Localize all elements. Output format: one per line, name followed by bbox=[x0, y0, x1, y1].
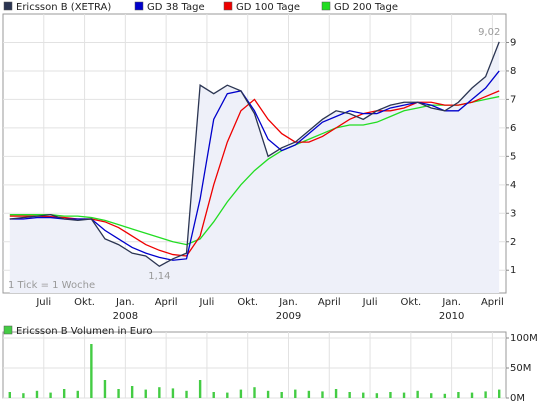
volume-bar bbox=[402, 392, 406, 398]
y-tick-label: 7 bbox=[510, 94, 516, 105]
value-label: 9,02 bbox=[478, 27, 500, 38]
legend-label: GD 200 Tage bbox=[334, 2, 398, 13]
y-tick-label: 2 bbox=[510, 237, 516, 248]
x-tick-label: April bbox=[481, 297, 504, 308]
x-tick-label: Juli bbox=[362, 297, 378, 308]
volume-bar bbox=[307, 390, 311, 398]
volume-panel bbox=[2, 331, 507, 399]
volume-bar bbox=[362, 392, 365, 398]
volume-bar bbox=[76, 390, 79, 398]
series-line bbox=[9, 41, 500, 268]
x-tick-label: Juli bbox=[35, 297, 51, 308]
volume-bar bbox=[226, 392, 229, 398]
volume-bar bbox=[62, 389, 66, 398]
volume-bar bbox=[430, 393, 433, 398]
legend-label: Ericsson B Volumen in Euro bbox=[16, 326, 152, 337]
y-tick-label: 0M bbox=[510, 393, 525, 404]
volume-bar bbox=[35, 390, 39, 398]
price-area bbox=[9, 41, 500, 294]
legend-label: GD 100 Tage bbox=[236, 2, 300, 13]
legend-swatch bbox=[3, 1, 13, 11]
y-tick-label: 3 bbox=[510, 208, 516, 219]
legend-swatch bbox=[3, 325, 13, 335]
volume-bar bbox=[90, 344, 93, 398]
volume-bar bbox=[130, 386, 134, 398]
volume-bar bbox=[171, 388, 175, 398]
x-tick-label: Jan. bbox=[278, 297, 298, 308]
legend-swatch bbox=[223, 1, 233, 11]
x-tick-label: Juli bbox=[198, 297, 214, 308]
y-tick-label: 100M bbox=[510, 333, 538, 344]
x-tick-label: Jan. bbox=[441, 297, 461, 308]
volume-bar bbox=[280, 392, 283, 398]
legend-swatch bbox=[134, 1, 144, 11]
y-tick-label: 5 bbox=[510, 151, 516, 162]
volume-bar bbox=[375, 393, 379, 398]
volume-bar bbox=[470, 392, 474, 398]
volume-bar bbox=[266, 390, 270, 398]
volume-bar bbox=[334, 389, 338, 398]
x-tick-label: Okt. bbox=[400, 297, 421, 308]
x-year-label: 2009 bbox=[276, 311, 301, 322]
volume-bar bbox=[239, 389, 243, 398]
legend-label: Ericsson B (XETRA) bbox=[16, 2, 111, 13]
y-tick-label: 9 bbox=[510, 37, 516, 48]
x-year-label: 2008 bbox=[113, 311, 138, 322]
volume-bar bbox=[198, 380, 202, 398]
x-tick-label: Jan. bbox=[115, 297, 135, 308]
x-tick-label: Okt. bbox=[237, 297, 258, 308]
volume-bar bbox=[443, 393, 447, 398]
volume-bar bbox=[212, 392, 215, 398]
y-tick-label: 8 bbox=[510, 66, 516, 77]
legend-swatch bbox=[321, 1, 331, 11]
y-tick-label: 4 bbox=[510, 180, 516, 191]
volume-bar bbox=[457, 392, 460, 398]
volume-bar bbox=[158, 387, 161, 398]
volume-bar bbox=[103, 380, 107, 398]
x-tick-label: Okt. bbox=[74, 297, 95, 308]
legend-label: GD 38 Tage bbox=[147, 2, 205, 13]
y-tick-label: 50M bbox=[510, 363, 531, 374]
volume-bar bbox=[348, 392, 351, 398]
volume-bar bbox=[8, 392, 11, 398]
value-label: 1,14 bbox=[148, 271, 170, 282]
x-year-label: 2010 bbox=[439, 311, 464, 322]
volume-bar bbox=[22, 393, 25, 398]
volume-bar bbox=[49, 392, 52, 398]
volume-bar bbox=[185, 390, 188, 398]
series-line bbox=[9, 95, 500, 246]
volume-bar bbox=[416, 390, 419, 398]
volume-bar bbox=[294, 389, 297, 398]
x-tick-label: April bbox=[318, 297, 341, 308]
volume-bar bbox=[144, 389, 147, 398]
volume-bar bbox=[389, 392, 392, 398]
volume-bar bbox=[498, 389, 501, 398]
volume-bar bbox=[484, 391, 487, 398]
x-tick-label: April bbox=[155, 297, 178, 308]
volume-bar bbox=[253, 387, 256, 398]
annotation: 1 Tick = 1 Woche bbox=[8, 280, 95, 291]
volume-bar bbox=[321, 391, 324, 398]
y-tick-label: 6 bbox=[510, 123, 516, 134]
volume-bar bbox=[117, 389, 120, 398]
y-tick-label: 1 bbox=[510, 265, 516, 276]
